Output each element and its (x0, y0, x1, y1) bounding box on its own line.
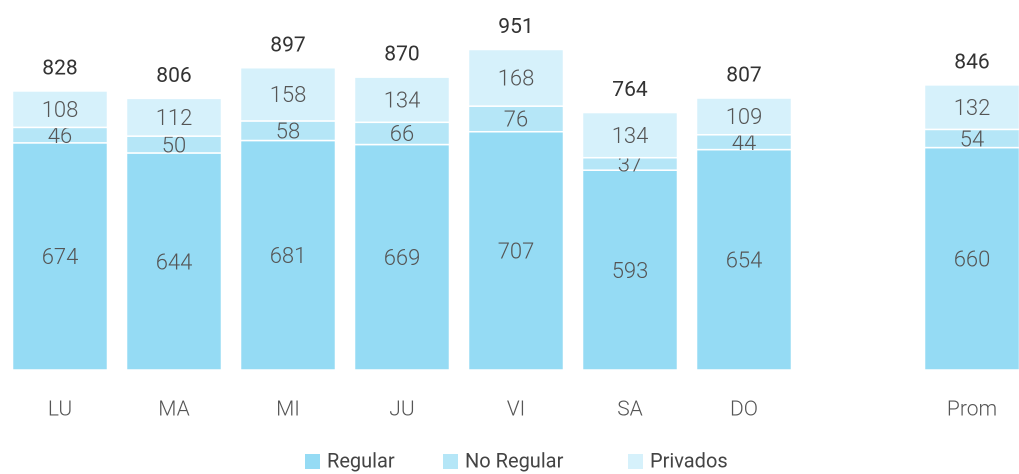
bar-segment (695, 97, 793, 136)
x-tick-label: DO (730, 398, 758, 422)
bar-segment (923, 84, 1019, 131)
segment-label: 681 (270, 244, 307, 269)
segment-label: 660 (954, 248, 991, 273)
total-label: 846 (954, 50, 989, 74)
x-tick-label: Prom (947, 398, 997, 422)
segment-label: 654 (726, 249, 763, 274)
bar-segment (353, 143, 451, 371)
bar-segment (239, 139, 337, 371)
bar-segment (581, 169, 679, 371)
segment-label: 76 (504, 108, 528, 133)
bar-segment (353, 76, 451, 124)
bar-segment (467, 105, 565, 133)
segment-label: 707 (498, 240, 535, 265)
segment-label: 593 (612, 259, 649, 284)
bar-segment (239, 66, 337, 122)
x-tick-label: JU (389, 398, 414, 422)
segment-label: 54 (960, 127, 984, 152)
total-label: 764 (612, 78, 648, 102)
legend-swatch (443, 454, 458, 469)
bar-segment (125, 97, 223, 137)
segment-label: 112 (156, 106, 193, 131)
x-tick-label: VI (507, 398, 526, 422)
total-label: 951 (498, 15, 533, 39)
segment-label: 66 (390, 122, 414, 147)
segment-label: 108 (42, 98, 79, 123)
x-tick-label: LU (48, 398, 72, 422)
bar-segment (467, 130, 565, 371)
segment-label: 134 (384, 89, 421, 114)
segment-label: 58 (276, 120, 300, 145)
segment-label: 158 (270, 83, 307, 108)
segment-label: 132 (954, 96, 991, 121)
bar-segment (581, 111, 679, 159)
bar-segment (11, 142, 109, 371)
x-tick-label: MI (276, 398, 300, 422)
segment-label: 674 (42, 245, 79, 270)
segment-label: 669 (384, 246, 421, 271)
total-label: 828 (42, 57, 77, 81)
legend-swatch (628, 454, 643, 469)
segment-label: 644 (156, 250, 193, 275)
x-tick-label: SA (617, 398, 643, 422)
legend-label: Regular (327, 448, 395, 472)
bar-segment (467, 48, 565, 107)
legend-swatch (305, 454, 320, 469)
bar-segment (695, 148, 793, 371)
bar-segment (11, 90, 109, 129)
total-label: 807 (726, 64, 761, 88)
legend-label: Privados (650, 448, 728, 472)
x-tick-label: MA (158, 398, 189, 422)
segment-label: 109 (726, 105, 763, 130)
total-label: 897 (270, 33, 305, 57)
segment-label: 134 (612, 124, 649, 149)
segment-label: 168 (498, 67, 535, 92)
legend-label: No Regular (465, 448, 564, 472)
segment-label: 50 (162, 133, 186, 158)
total-label: 870 (384, 43, 419, 67)
bar-segment (125, 152, 223, 371)
total-label: 806 (156, 64, 191, 88)
